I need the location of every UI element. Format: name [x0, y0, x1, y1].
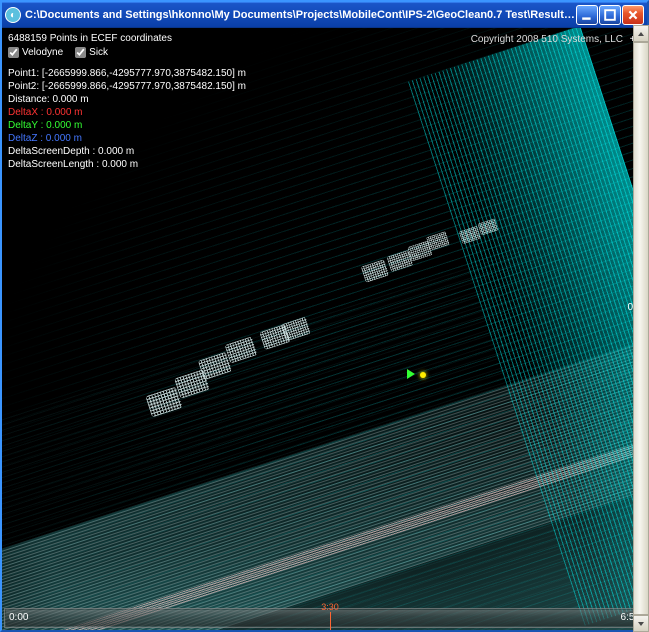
scroll-thumb[interactable]	[633, 42, 649, 615]
timeline-cursor[interactable]: 3:30	[321, 602, 339, 630]
marker-arrow-icon	[407, 369, 415, 379]
app-icon: ◐	[5, 7, 21, 23]
app-window: ◐ C:\Documents and Settings\hkonno\My Do…	[0, 0, 649, 632]
timeline-start-label: 0:00	[9, 612, 28, 623]
scroll-track[interactable]	[633, 42, 649, 615]
copyright-text: Copyright 2008 510 Systems, LLC	[471, 34, 623, 45]
pointcloud-scene	[2, 28, 647, 630]
sick-check-input[interactable]	[75, 47, 86, 58]
velodyne-checkbox[interactable]: Velodyne	[8, 46, 63, 59]
titlebar[interactable]: ◐ C:\Documents and Settings\hkonno\My Do…	[2, 2, 647, 28]
vertical-scrollbar[interactable]	[633, 25, 649, 632]
scroll-down-button[interactable]	[633, 615, 649, 632]
minimize-button[interactable]	[576, 5, 598, 25]
viewport[interactable]: 6488159 Points in ECEF coordinates Velod…	[2, 28, 647, 630]
close-button[interactable]	[622, 5, 644, 25]
timeline-cursor-label: 3:30	[321, 602, 339, 612]
window-buttons	[576, 5, 644, 25]
timeline[interactable]: 3:30 0:00 6:57	[4, 608, 645, 628]
window-title: C:\Documents and Settings\hkonno\My Docu…	[25, 9, 576, 21]
timeline-cursor-tick	[330, 612, 331, 630]
scroll-up-button[interactable]	[633, 25, 649, 42]
maximize-button[interactable]	[599, 5, 621, 25]
sick-checkbox[interactable]: Sick	[75, 46, 108, 59]
sensor-checks: Velodyne Sick	[8, 46, 246, 59]
selected-point-marker	[420, 372, 426, 378]
velodyne-check-input[interactable]	[8, 47, 19, 58]
